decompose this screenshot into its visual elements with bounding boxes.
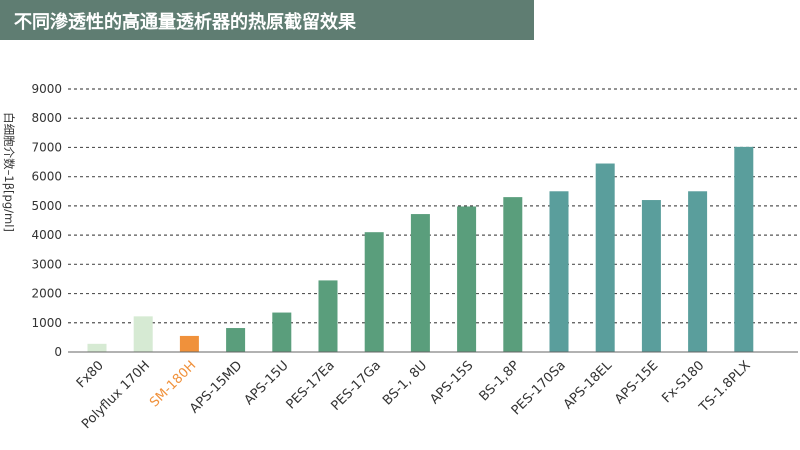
bar bbox=[87, 343, 107, 352]
bar bbox=[641, 200, 661, 352]
y-tick-label: 5000 bbox=[31, 199, 62, 213]
bar bbox=[688, 191, 708, 352]
x-tick-label: Fx80 bbox=[74, 358, 107, 391]
y-tick-label: 1000 bbox=[31, 316, 62, 330]
bar bbox=[226, 328, 246, 352]
y-tick-label: 6000 bbox=[31, 170, 62, 184]
y-tick-label: 3000 bbox=[31, 257, 62, 271]
y-tick-label: 4000 bbox=[31, 228, 62, 242]
y-tick-label: 0 bbox=[54, 345, 62, 359]
x-tick-label: PES-17Ga bbox=[328, 358, 384, 414]
x-tick-label: BS-1, 8U bbox=[380, 358, 430, 408]
x-tick-label: APS-15E bbox=[612, 358, 661, 407]
bar bbox=[503, 197, 523, 352]
chart-title: 不同滲透性的高通量透析器的热原截留效果 bbox=[14, 12, 356, 33]
x-tick-label: APS-15S bbox=[427, 358, 476, 407]
bar bbox=[318, 280, 338, 352]
y-tick-label: 9000 bbox=[31, 82, 62, 96]
bar bbox=[410, 214, 430, 352]
y-tick-label: 8000 bbox=[31, 111, 62, 125]
bar bbox=[549, 191, 569, 352]
bar bbox=[133, 316, 153, 352]
title-bar: 不同滲透性的高通量透析器的热原截留效果 bbox=[0, 0, 534, 40]
bar bbox=[272, 312, 292, 352]
y-tick-label: 7000 bbox=[31, 140, 62, 154]
bar bbox=[364, 232, 384, 352]
bar bbox=[457, 206, 477, 352]
x-tick-label: BS-1,8P bbox=[477, 358, 523, 404]
bar bbox=[595, 163, 615, 352]
x-tick-label: APS-18EL bbox=[561, 358, 616, 413]
y-tick-label: 2000 bbox=[31, 287, 62, 301]
x-tick-label: Fx-S180 bbox=[659, 358, 707, 406]
bar bbox=[179, 335, 199, 352]
bar bbox=[734, 146, 754, 352]
